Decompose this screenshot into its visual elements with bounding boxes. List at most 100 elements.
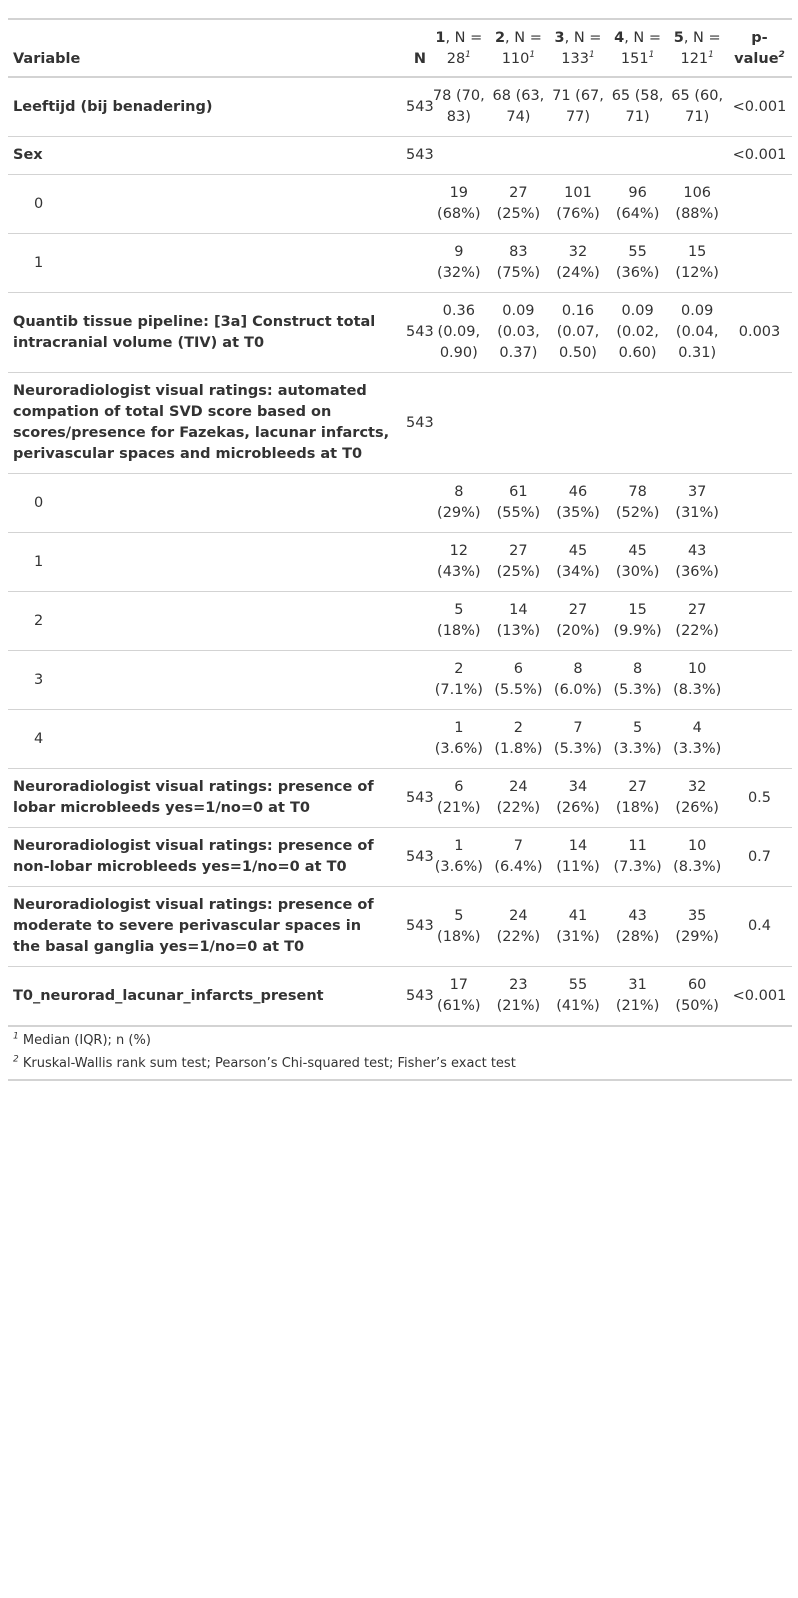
group-5-cell: 27 (22%)	[675, 602, 719, 639]
level-label: 1	[34, 254, 44, 271]
group-2-cell: 0.09 (0.03, 0.37)	[497, 303, 540, 361]
group-3-cell: 41 (31%)	[556, 907, 600, 945]
group-3-cell: 32 (24%)	[556, 244, 600, 281]
variable-label: Neuroradiologist visual ratings: automat…	[13, 383, 390, 462]
footnote-2: 2 Kruskal-Wallis rank sum test; Pearson’…	[13, 1054, 516, 1071]
group-2-cell: 14 (13%)	[496, 602, 541, 639]
group-2-cell: 24 (22%)	[496, 779, 541, 816]
group-1-cell: 1 (3.6%)	[434, 838, 483, 875]
summary-table-container: Variable N 1, N = 281 2, N = 1101 3, N =…	[8, 18, 792, 1081]
group-2-cell: 23 (21%)	[496, 977, 541, 1014]
p-value-cell	[727, 474, 792, 533]
n-cell	[403, 533, 429, 592]
group-4-cell: 11 (7.3%)	[613, 838, 662, 875]
group-3-cell: 45 (34%)	[556, 543, 600, 580]
p-value-cell	[727, 234, 792, 293]
p-value-cell: <0.001	[732, 987, 787, 1004]
group-4-cell: 78 (52%)	[615, 484, 660, 521]
n-cell: 543	[406, 147, 434, 163]
table-row: 0 19 (68%) 27 (25%) 101 (76%) 96 (64%) 106 (8…	[8, 175, 792, 234]
group-1-cell: 6 (21%)	[437, 779, 481, 816]
group-2-cell: 83 (75%)	[496, 244, 541, 281]
n-cell	[403, 651, 429, 710]
table-row: Leeftijd (bij benadering) 543 78 (70, 83) 6…	[8, 77, 792, 137]
n-cell: 543	[406, 324, 434, 340]
n-cell	[403, 175, 429, 234]
group-5-cell: 43 (36%)	[675, 543, 719, 580]
group-3-cell: 46 (35%)	[556, 484, 600, 521]
group-1-cell: 9 (32%)	[437, 244, 481, 281]
group-4-cell	[608, 137, 668, 175]
variable-label: Sex	[13, 147, 43, 163]
group-3-cell: 27 (20%)	[556, 602, 600, 639]
group-4-cell: 27 (18%)	[615, 779, 660, 816]
group-5-cell: 60 (50%)	[675, 977, 719, 1014]
group-2-cell: 7 (6.4%)	[494, 838, 543, 875]
header-group-4: 4, N = 1511	[614, 30, 662, 67]
summary-table: Variable N 1, N = 281 2, N = 1101 3, N =…	[8, 18, 792, 1027]
group-1-cell	[429, 137, 489, 175]
group-3-cell: 14 (11%)	[556, 838, 600, 875]
group-3-cell: 0.16 (0.07, 0.50)	[556, 303, 600, 361]
group-1-cell: 8 (29%)	[437, 484, 481, 521]
group-1-cell: 0.36 (0.09, 0.90)	[437, 303, 481, 361]
p-value-cell	[727, 175, 792, 234]
variable-label: T0_neurorad_lacunar_infarcts_present	[13, 987, 324, 1004]
group-4-cell: 15 (9.9%)	[613, 602, 662, 639]
group-2-cell: 68 (63, 74)	[492, 88, 545, 125]
group-3-cell: 8 (6.0%)	[553, 661, 603, 698]
level-label: 4	[34, 730, 44, 747]
group-4-cell: 8 (5.3%)	[613, 661, 662, 698]
table-row: Quantib tissue pipeline: [3a] Construct …	[8, 293, 792, 373]
group-5-cell: 65 (60, 71)	[671, 88, 724, 125]
level-label: 1	[34, 553, 44, 570]
p-value-cell	[727, 710, 792, 769]
group-5-cell: 15 (12%)	[675, 244, 719, 281]
group-3-cell: 7 (5.3%)	[553, 720, 603, 757]
group-5-cell: 10 (8.3%)	[673, 838, 722, 875]
variable-label: Neuroradiologist visual ratings: presenc…	[13, 897, 374, 955]
n-cell	[403, 474, 429, 533]
group-1-cell: 12 (43%)	[437, 543, 481, 580]
p-value-cell	[727, 651, 792, 710]
table-row: 4 1 (3.6%) 2 (1.8%) 7 (5.3%) 5 (3.3%) 4 (3.3%…	[8, 710, 792, 769]
group-1-cell: 78 (70, 83)	[432, 88, 485, 125]
p-value-cell	[727, 533, 792, 592]
p-value-cell: 0.4	[747, 918, 772, 934]
table-row: 2 5 (18%) 14 (13%) 27 (20%) 15 (9.9%) 27 (22%…	[8, 592, 792, 651]
n-cell	[403, 710, 429, 769]
header-p-value: p-value2	[734, 30, 785, 67]
group-3-cell: 101 (76%)	[556, 185, 600, 222]
group-2-cell	[489, 373, 549, 474]
group-1-cell: 5 (18%)	[437, 907, 481, 945]
level-label: 3	[34, 671, 44, 688]
n-cell	[403, 592, 429, 651]
group-5-cell	[667, 137, 727, 175]
group-4-cell: 55 (36%)	[615, 244, 660, 281]
group-5-cell: 37 (31%)	[675, 484, 719, 521]
group-5-cell	[667, 373, 727, 474]
table-header-row: Variable N 1, N = 281 2, N = 1101 3, N =…	[8, 19, 792, 77]
table-row: 3 2 (7.1%) 6 (5.5%) 8 (6.0%) 8 (5.3%) 10 (8.3…	[8, 651, 792, 710]
group-1-cell: 1 (3.6%)	[434, 720, 483, 757]
group-2-cell: 27 (25%)	[496, 543, 541, 580]
group-5-cell: 4 (3.3%)	[673, 720, 722, 757]
table-row: Neuroradiologist visual ratings: presenc…	[8, 769, 792, 828]
table-row: Sex 543 <0.001	[8, 137, 792, 175]
p-value-cell: 0.7	[747, 848, 772, 865]
variable-label: Neuroradiologist visual ratings: presenc…	[13, 779, 374, 816]
p-value-cell	[727, 373, 792, 474]
group-3-cell: 71 (67, 77)	[552, 88, 604, 125]
group-1-cell	[429, 373, 489, 474]
group-3-cell	[548, 373, 608, 474]
group-5-cell: 10 (8.3%)	[673, 661, 722, 698]
group-3-cell: 55 (41%)	[556, 977, 600, 1014]
variable-label: Leeftijd (bij benadering)	[13, 98, 213, 115]
group-4-cell: 31 (21%)	[615, 977, 660, 1014]
group-2-cell: 27 (25%)	[496, 185, 541, 222]
group-5-cell: 0.09 (0.04, 0.31)	[675, 303, 719, 361]
group-3-cell	[548, 137, 608, 175]
group-2-cell: 2 (1.8%)	[494, 720, 543, 757]
header-n: N	[413, 51, 427, 67]
table-row: 1 12 (43%) 27 (25%) 45 (34%) 45 (30%) 43 (36%…	[8, 533, 792, 592]
